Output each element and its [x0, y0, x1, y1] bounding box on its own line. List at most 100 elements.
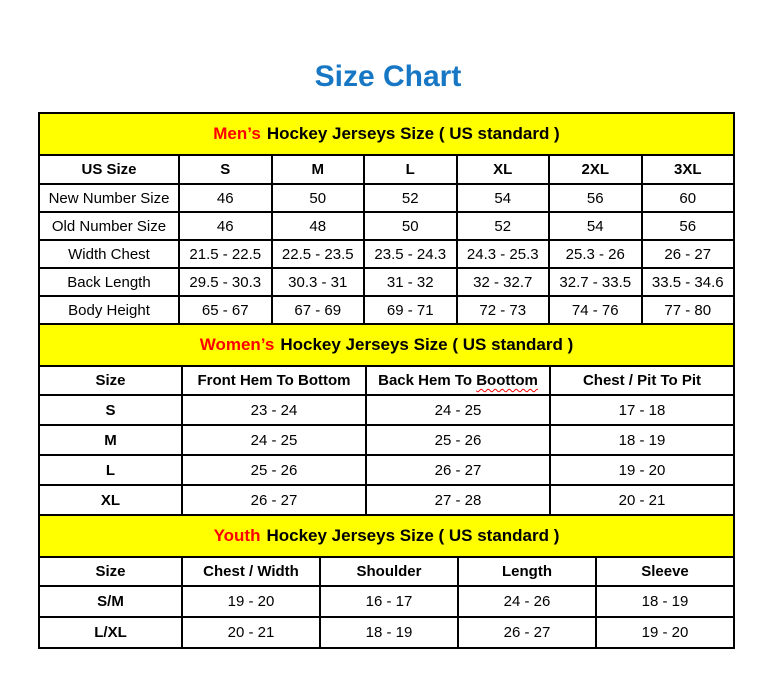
row-label: Body Height [38, 295, 180, 325]
table-cell: 46 [178, 211, 273, 241]
column-header-misspelled: Back Hem To Boottom [365, 365, 551, 396]
table-cell: 24 - 25 [365, 394, 551, 426]
table-cell: 23.5 - 24.3 [363, 239, 458, 269]
row-label: Old Number Size [38, 211, 180, 241]
row-label: L/XL [38, 616, 183, 649]
column-header: Chest / Pit To Pit [549, 365, 735, 396]
table-cell: 23 - 24 [181, 394, 367, 426]
mens-caption-highlight: Men’s [213, 124, 261, 143]
table-cell: 19 - 20 [181, 585, 321, 618]
mens-header-row: US Size S M L XL 2XL 3XL [38, 154, 735, 185]
table-cell: 54 [455, 183, 550, 213]
column-header: Front Hem To Bottom [181, 365, 367, 396]
table-cell: 32.7 - 33.5 [548, 267, 643, 297]
page-title: Size Chart [314, 60, 462, 93]
column-header: XL [455, 154, 550, 185]
womens-caption-rest: Hockey Jerseys Size ( US standard ) [280, 335, 574, 354]
womens-caption-highlight: Women’s [199, 335, 275, 354]
row-label: L [38, 454, 183, 486]
table-cell: 16 - 17 [319, 585, 459, 618]
youth-caption-highlight: Youth [213, 526, 261, 545]
column-header: US Size [38, 154, 180, 185]
table-cell: 20 - 21 [181, 616, 321, 649]
table-cell: 56 [548, 183, 643, 213]
column-header: Sleeve [595, 556, 735, 587]
table-cell: 25 - 26 [365, 424, 551, 456]
table-cell: 50 [363, 211, 458, 241]
mens-caption: Men’s Hockey Jerseys Size ( US standard ) [38, 112, 735, 156]
row-label: S [38, 394, 183, 426]
size-tables-container: Men’s Hockey Jerseys Size ( US standard )… [38, 112, 735, 649]
table-cell: 54 [548, 211, 643, 241]
table-row: Old Number Size 46 48 50 52 54 56 [38, 211, 735, 241]
table-cell: 24 - 25 [181, 424, 367, 456]
size-chart-page: Size Chart Men’s Hockey Jerseys Size ( US… [38, 60, 735, 649]
table-cell: 19 - 20 [549, 454, 735, 486]
table-cell: 52 [455, 211, 550, 241]
table-row: S 23 - 24 24 - 25 17 - 18 [38, 394, 735, 426]
row-label: S/M [38, 585, 183, 618]
table-cell: 29.5 - 30.3 [178, 267, 273, 297]
table-cell: 65 - 67 [178, 295, 273, 325]
column-header: Length [457, 556, 597, 587]
table-cell: 26 - 27 [365, 454, 551, 486]
column-header: Size [38, 556, 183, 587]
table-cell: 77 - 80 [640, 295, 735, 325]
size-table-mens: Men’s Hockey Jerseys Size ( US standard )… [38, 112, 735, 325]
table-cell: 60 [640, 183, 735, 213]
youth-caption-rest: Hockey Jerseys Size ( US standard ) [266, 526, 560, 545]
table-cell: 26 - 27 [640, 239, 735, 269]
womens-caption-band: Women’s Hockey Jerseys Size ( US standard… [38, 323, 735, 367]
size-table-youth: Youth Hockey Jerseys Size ( US standard )… [38, 514, 735, 649]
table-cell: 69 - 71 [363, 295, 458, 325]
table-cell: 25 - 26 [181, 454, 367, 486]
table-cell: 26 - 27 [457, 616, 597, 649]
womens-caption: Women’s Hockey Jerseys Size ( US standard… [38, 323, 735, 367]
table-row: Back Length 29.5 - 30.3 30.3 - 31 31 - 3… [38, 267, 735, 297]
row-label: Back Length [38, 267, 180, 297]
mens-caption-band: Men’s Hockey Jerseys Size ( US standard ) [38, 112, 735, 156]
table-row: Body Height 65 - 67 67 - 69 69 - 71 72 -… [38, 295, 735, 325]
column-header: L [363, 154, 458, 185]
table-cell: 48 [270, 211, 365, 241]
table-cell: 18 - 19 [595, 585, 735, 618]
table-cell: 20 - 21 [549, 484, 735, 516]
table-cell: 74 - 76 [548, 295, 643, 325]
column-header: Size [38, 365, 183, 396]
table-row: L 25 - 26 26 - 27 19 - 20 [38, 454, 735, 486]
table-cell: 56 [640, 211, 735, 241]
row-label: XL [38, 484, 183, 516]
column-header: M [270, 154, 365, 185]
table-cell: 24.3 - 25.3 [455, 239, 550, 269]
table-row: L/XL 20 - 21 18 - 19 26 - 27 19 - 20 [38, 616, 735, 649]
table-cell: 50 [270, 183, 365, 213]
table-cell: 30.3 - 31 [270, 267, 365, 297]
womens-header-row: Size Front Hem To Bottom Back Hem To Boo… [38, 365, 735, 396]
table-cell: 19 - 20 [595, 616, 735, 649]
table-cell: 22.5 - 23.5 [270, 239, 365, 269]
size-table-womens: Women’s Hockey Jerseys Size ( US standard… [38, 323, 735, 516]
table-cell: 24 - 26 [457, 585, 597, 618]
table-cell: 25.3 - 26 [548, 239, 643, 269]
table-row: M 24 - 25 25 - 26 18 - 19 [38, 424, 735, 456]
table-cell: 17 - 18 [549, 394, 735, 426]
table-cell: 26 - 27 [181, 484, 367, 516]
column-header: 2XL [548, 154, 643, 185]
table-cell: 31 - 32 [363, 267, 458, 297]
table-cell: 67 - 69 [270, 295, 365, 325]
table-row: New Number Size 46 50 52 54 56 60 [38, 183, 735, 213]
youth-caption-band: Youth Hockey Jerseys Size ( US standard ) [38, 514, 735, 558]
table-cell: 21.5 - 22.5 [178, 239, 273, 269]
table-cell: 18 - 19 [319, 616, 459, 649]
mens-caption-rest: Hockey Jerseys Size ( US standard ) [266, 124, 560, 143]
table-row: XL 26 - 27 27 - 28 20 - 21 [38, 484, 735, 516]
table-cell: 72 - 73 [455, 295, 550, 325]
column-header: S [178, 154, 273, 185]
table-row: Width Chest 21.5 - 22.5 22.5 - 23.5 23.5… [38, 239, 735, 269]
row-label: New Number Size [38, 183, 180, 213]
table-row: S/M 19 - 20 16 - 17 24 - 26 18 - 19 [38, 585, 735, 618]
column-header: 3XL [640, 154, 735, 185]
youth-header-row: Size Chest / Width Shoulder Length Sleev… [38, 556, 735, 587]
column-header-text: Back Hem To [378, 372, 477, 389]
row-label: Width Chest [38, 239, 180, 269]
